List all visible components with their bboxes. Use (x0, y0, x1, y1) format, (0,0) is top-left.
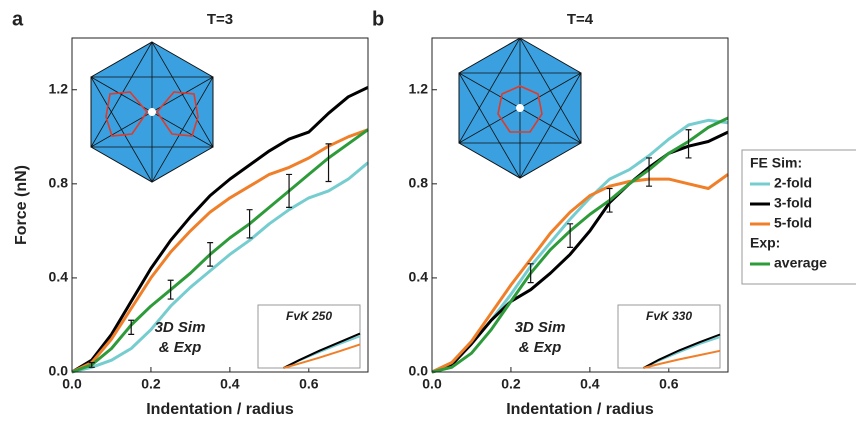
series-line (431, 130, 729, 374)
x-tick-label: 0.4 (580, 376, 600, 392)
y-tick-label: 1.2 (409, 80, 429, 96)
error-bar (685, 129, 692, 159)
y-tick-label: 0.0 (49, 363, 69, 379)
x-tick-label: 0.6 (659, 376, 679, 392)
x-tick-label: 0.6 (299, 376, 319, 392)
error-bar (286, 173, 293, 208)
y-tick-label: 1.2 (49, 80, 69, 96)
inset-label: FvK 330 (646, 309, 692, 323)
y-tick-label: 0.4 (409, 269, 429, 285)
series-line (431, 116, 729, 374)
x-tick-label: 0.2 (501, 376, 521, 392)
error-bar (88, 361, 95, 368)
inset-line (283, 332, 361, 369)
annotation: 3D Sim (515, 319, 566, 336)
legend-group: Exp: (750, 235, 780, 251)
panel-title: T=3 (207, 11, 233, 28)
annotation: & Exp (159, 339, 202, 356)
legend-label: 2-fold (774, 175, 812, 191)
panel-label: b (372, 8, 384, 30)
legend-label: average (774, 255, 827, 271)
inset-line (643, 333, 721, 369)
capsid-icon (90, 41, 214, 183)
series-line (71, 161, 369, 374)
x-tick-label: 0.4 (220, 376, 240, 392)
capsid-icon (458, 37, 582, 179)
series-line (71, 128, 369, 374)
y-tick-label: 0.4 (49, 269, 69, 285)
legend-group: FE Sim: (750, 155, 802, 171)
y-tick-label: 0.8 (409, 175, 429, 191)
error-bar (128, 319, 135, 335)
legend-label: 3-fold (774, 195, 812, 211)
plot-frame (431, 37, 729, 373)
panel-label: a (12, 8, 24, 30)
y-tick-label: 0.8 (49, 175, 69, 191)
x-axis-label: Indentation / radius (146, 401, 294, 418)
x-axis-label: Indentation / radius (506, 401, 654, 418)
error-bar (567, 223, 574, 248)
error-bar (646, 157, 653, 187)
legend-label: 5-fold (774, 215, 812, 231)
y-tick-label: 0.0 (409, 363, 429, 379)
inset-frame (617, 304, 721, 369)
series-line (71, 86, 369, 374)
x-tick-label: 0.0 (62, 376, 82, 392)
error-bar (325, 143, 332, 183)
inset-line (643, 349, 721, 369)
inset-frame (257, 304, 361, 369)
error-bar (207, 242, 214, 267)
inset-label: FvK 250 (286, 309, 332, 323)
inset-line (283, 343, 361, 369)
legend-box (741, 149, 856, 285)
x-tick-label: 0.2 (141, 376, 161, 392)
series-line (431, 173, 729, 374)
annotation: & Exp (519, 339, 562, 356)
error-bar (167, 279, 174, 300)
y-axis-label: Force (nN) (13, 165, 30, 245)
error-bar (246, 209, 253, 239)
x-tick-label: 0.0 (422, 376, 442, 392)
plot-frame (71, 37, 369, 373)
error-bar (527, 263, 534, 284)
annotation: 3D Sim (155, 319, 206, 336)
series-line (71, 128, 369, 374)
panel-title: T=4 (567, 11, 594, 28)
error-bar (606, 187, 613, 213)
